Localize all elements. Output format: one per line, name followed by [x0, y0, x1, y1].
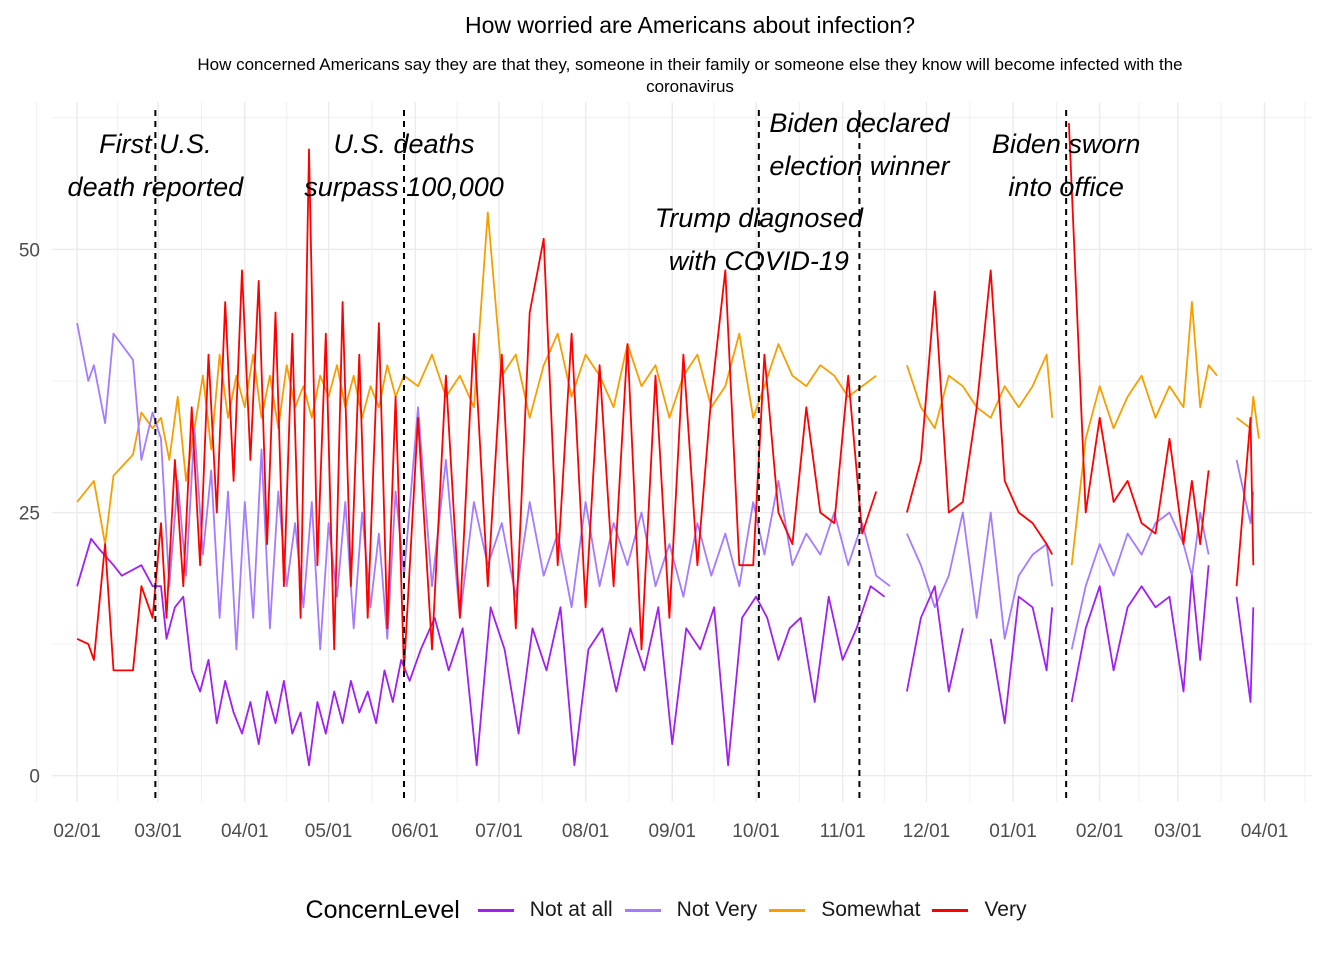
legend-item-not-at-all: Not at all [477, 898, 613, 922]
annotation-text: into office [1008, 172, 1124, 202]
legend-swatch [477, 908, 514, 912]
y-tick-label: 0 [29, 767, 40, 788]
event-line-layer [154, 110, 1068, 802]
series-line-not-very [76, 322, 1255, 651]
annotation-text: election winner [769, 151, 950, 181]
x-tick-label: 06/01 [391, 821, 439, 842]
legend-label: Not at all [529, 898, 613, 921]
legend-title: ConcernLevel [305, 895, 460, 924]
x-tick-label: 03/01 [1154, 821, 1202, 842]
legend-item-not-very: Not Very [624, 898, 758, 922]
legend-item-very: Very [932, 898, 1026, 922]
annotation-text: Biden sworn [992, 129, 1141, 159]
x-tick-label: 09/01 [648, 821, 696, 842]
x-tick-label: 02/01 [53, 821, 101, 842]
x-tick-label: 07/01 [475, 821, 523, 842]
axis-labels: 0 25 50 02/01 03/01 04/01 05/01 06/01 07/01 08/01… [19, 240, 1288, 842]
x-tick-label: 12/01 [903, 821, 951, 842]
x-tick-label: 04/01 [221, 821, 269, 842]
legend-label: Not Very [676, 898, 758, 921]
y-tick-label: 50 [19, 240, 40, 261]
grid-layer [36, 102, 1312, 802]
chart-subtitle: How concerned Americans say they are tha… [197, 55, 1183, 96]
annotation-text: surpass 100,000 [304, 172, 504, 202]
legend-swatch [932, 908, 969, 912]
x-tick-label: 04/01 [1241, 821, 1289, 842]
x-tick-label: 08/01 [562, 821, 610, 842]
chart-title: How worried are Americans about infectio… [464, 12, 915, 38]
legend-label: Very [984, 898, 1027, 921]
legend: ConcernLevel Not at all Not Very Somewha… [0, 888, 1344, 932]
y-tick-label: 25 [19, 504, 40, 525]
x-tick-label: 01/01 [989, 821, 1037, 842]
series-line-very [76, 123, 1255, 672]
x-tick-label: 05/01 [305, 821, 353, 842]
x-tick-label: 02/01 [1076, 821, 1124, 842]
legend-label: Somewhat [821, 898, 921, 921]
annotation-text: First U.S. [99, 129, 212, 159]
annotation-text: death reported [68, 172, 245, 202]
annotation-layer: First U.S. death reported U.S. deaths surpa… [68, 108, 1141, 276]
legend-item-somewhat: Somewhat [769, 898, 920, 922]
x-tick-label: 03/01 [134, 821, 182, 842]
legend-swatch [624, 908, 661, 912]
legend-swatch [769, 908, 806, 912]
series-line-not-at-all [76, 537, 1255, 767]
annotation-text: Biden declared [769, 108, 950, 138]
series-layer [76, 123, 1260, 767]
x-tick-label: 10/01 [732, 821, 780, 842]
annotation-text: Trump diagnosed [655, 203, 864, 233]
annotation-text: U.S. deaths [333, 129, 474, 159]
annotation-text: with COVID-19 [669, 246, 849, 276]
x-tick-label: 11/01 [820, 821, 866, 842]
